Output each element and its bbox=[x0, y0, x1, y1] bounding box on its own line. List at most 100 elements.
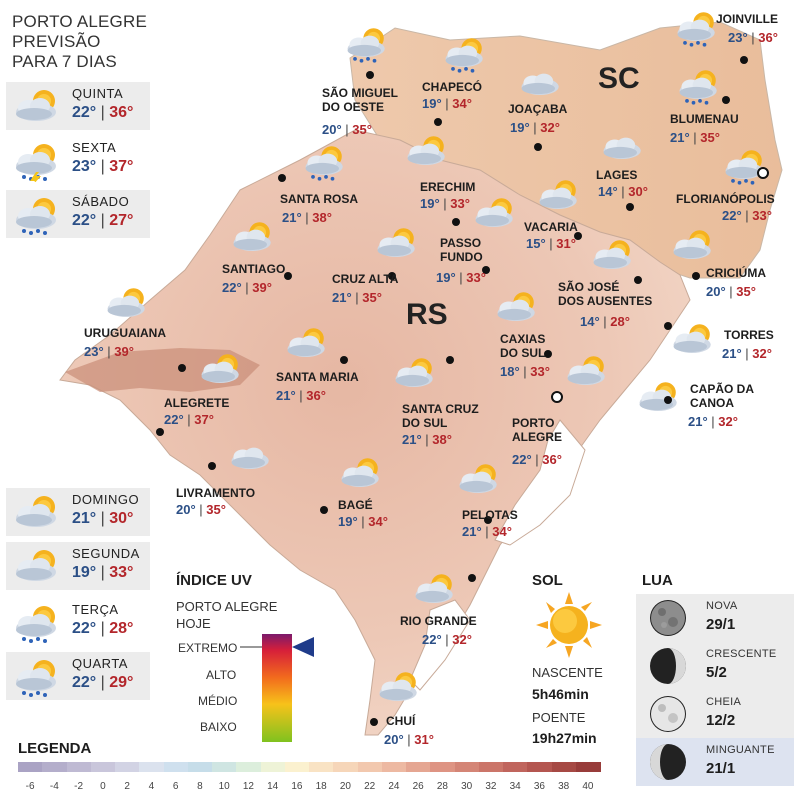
cloud-icon bbox=[516, 62, 568, 102]
max-temp: 33° bbox=[466, 270, 486, 285]
city-name: CAXIAS DO SUL bbox=[500, 332, 546, 360]
max-temp: 32° bbox=[452, 632, 472, 647]
city-dot bbox=[320, 506, 328, 514]
sun-cloud-icon bbox=[390, 354, 442, 394]
temp-separator: | bbox=[599, 314, 611, 329]
scale-tick: 30 bbox=[461, 781, 473, 792]
temp-range: 23° | 36° bbox=[728, 30, 778, 45]
scale-swatch bbox=[236, 762, 261, 772]
city-name: PELOTAS bbox=[462, 508, 518, 522]
temp-separator: | bbox=[455, 270, 467, 285]
waxing-moon-icon bbox=[650, 648, 686, 684]
city-dot bbox=[664, 396, 672, 404]
city-name: LAGES bbox=[596, 168, 638, 182]
scale-tick: 28 bbox=[436, 781, 448, 792]
temp-separator: | bbox=[421, 432, 433, 447]
max-temp: 39° bbox=[252, 280, 272, 295]
forecast-day: SÁBADO bbox=[72, 194, 130, 209]
sun-cloud-icon bbox=[470, 194, 522, 234]
max-temp: 33° bbox=[450, 196, 470, 211]
scale-swatch bbox=[284, 762, 310, 772]
min-temp: 22° bbox=[422, 632, 442, 647]
min-temp: 22° bbox=[722, 208, 742, 223]
moon-phase-name: CHEIA bbox=[706, 696, 742, 708]
min-temp: 21° bbox=[276, 388, 296, 403]
temp-separator: | bbox=[96, 564, 110, 581]
scale-swatch bbox=[139, 762, 164, 772]
scale-swatch bbox=[333, 762, 358, 772]
city-dot bbox=[208, 462, 216, 470]
city-dot bbox=[534, 143, 542, 151]
sun-cloud-icon bbox=[588, 236, 640, 276]
waning-moon-icon bbox=[650, 744, 686, 780]
scale-swatch bbox=[90, 762, 116, 772]
forecast-day: QUARTA bbox=[72, 656, 128, 671]
max-temp: 35° bbox=[206, 502, 226, 517]
moon-heading: LUA bbox=[642, 572, 673, 589]
min-temp: 21° bbox=[282, 210, 302, 225]
scale-tick: 12 bbox=[242, 781, 254, 792]
moon-phase-2: CHEIA 12/2 bbox=[636, 690, 794, 738]
sun-cloud-icon bbox=[196, 350, 248, 390]
max-temp: 30° bbox=[109, 510, 134, 527]
scale-tick: 26 bbox=[412, 781, 424, 792]
forecast-card-bottom-3: QUARTA 22° | 29° bbox=[6, 652, 150, 700]
city-dot bbox=[156, 428, 164, 436]
temp-range: 22° | 39° bbox=[222, 280, 272, 295]
uv-indicator-icon bbox=[292, 637, 314, 657]
min-temp: 19° bbox=[338, 514, 358, 529]
temp-separator: | bbox=[351, 290, 363, 305]
temp-range: 22° | 33° bbox=[722, 208, 772, 223]
temp-separator: | bbox=[725, 284, 737, 299]
sun-cloud-icon bbox=[336, 454, 388, 494]
forecast-temps: 22° | 29° bbox=[72, 674, 133, 692]
moon-phase-0: NOVA 29/1 bbox=[636, 594, 794, 642]
temp-separator: | bbox=[545, 236, 557, 251]
forecast-temps: 22° | 27° bbox=[72, 212, 133, 230]
moon-phase-date: 21/1 bbox=[706, 760, 736, 777]
temp-separator: | bbox=[96, 674, 110, 691]
temp-range: 20° | 31° bbox=[384, 732, 434, 747]
max-temp: 35° bbox=[736, 284, 756, 299]
temp-range: 22° | 32° bbox=[422, 632, 472, 647]
scale-tick: 38 bbox=[558, 781, 570, 792]
temp-range: 19° | 34° bbox=[338, 514, 388, 529]
moon-phase-date: 5/2 bbox=[706, 664, 727, 681]
scale-tick: 32 bbox=[485, 781, 497, 792]
temp-separator: | bbox=[707, 414, 719, 429]
scale-tick: 24 bbox=[388, 781, 400, 792]
moon-phase-3: MINGUANTE 21/1 bbox=[636, 738, 794, 786]
city-name: CHUÍ bbox=[386, 714, 416, 728]
scale-swatch bbox=[478, 762, 504, 772]
forecast-card-1: SEXTA 23° | 37° bbox=[6, 136, 150, 186]
city-name: PORTO ALEGRE bbox=[512, 416, 563, 444]
city-name: JOINVILLE bbox=[716, 12, 779, 26]
max-temp: 36° bbox=[758, 30, 778, 45]
city-dot bbox=[664, 322, 672, 330]
min-temp: 22° bbox=[72, 212, 97, 229]
forecast-card-2: SÁBADO 22° | 27° bbox=[6, 190, 150, 238]
sun-cloud-icon bbox=[10, 492, 66, 534]
sun-cloud-icon bbox=[402, 132, 454, 172]
scale-tick: -6 bbox=[25, 781, 35, 792]
temp-separator: | bbox=[357, 514, 369, 529]
scale-swatch bbox=[575, 762, 601, 772]
sun-cloud-icon bbox=[634, 378, 686, 418]
min-temp: 19° bbox=[72, 564, 97, 581]
sun-cloud-icon bbox=[454, 460, 506, 500]
city-dot bbox=[722, 96, 730, 104]
temp-range: 22° | 37° bbox=[164, 412, 214, 427]
sun-rain-icon bbox=[720, 146, 772, 186]
title-line: PARA 7 DIAS bbox=[12, 52, 117, 71]
sun-cloud-icon bbox=[534, 176, 586, 216]
forecast-day: TERÇA bbox=[72, 602, 119, 617]
city-name: CRICIÚMA bbox=[706, 266, 766, 280]
min-temp: 22° bbox=[164, 412, 184, 427]
min-temp: 20° bbox=[176, 502, 196, 517]
min-temp: 23° bbox=[72, 158, 97, 175]
sun-cloud-icon bbox=[228, 218, 280, 258]
temp-range: 14° | 28° bbox=[580, 314, 630, 329]
city-name: BLUMENAU bbox=[670, 112, 739, 126]
scale-tick: -2 bbox=[74, 781, 84, 792]
